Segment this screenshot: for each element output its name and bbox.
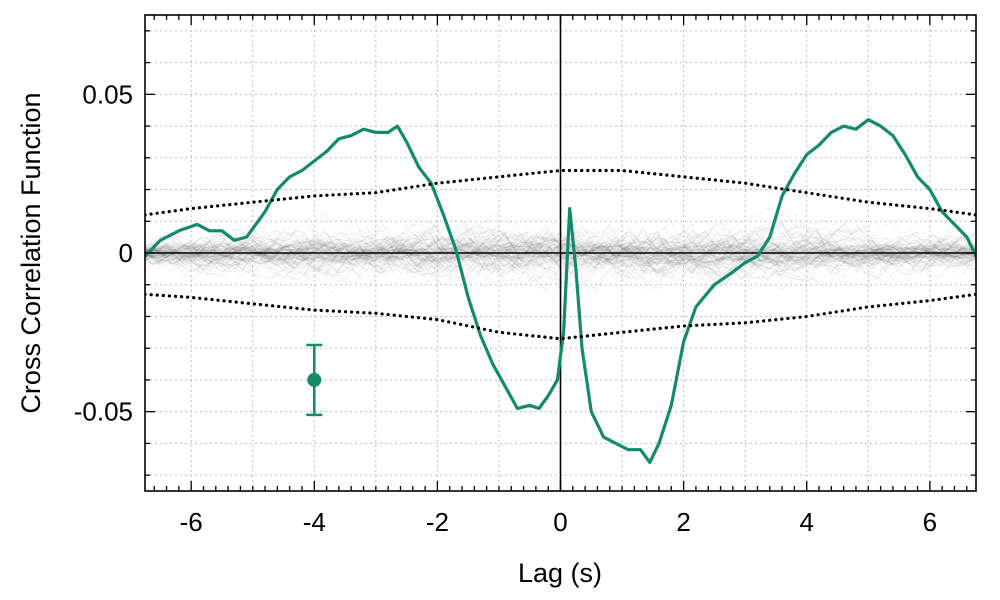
y-axis-label: Cross Correlation Function bbox=[16, 92, 46, 413]
x-tick-label: 2 bbox=[676, 507, 690, 537]
x-tick-label: 0 bbox=[553, 507, 567, 537]
x-tick-label: 6 bbox=[923, 507, 937, 537]
y-tick-label: -0.05 bbox=[74, 397, 133, 427]
y-tick-label: 0.05 bbox=[82, 79, 133, 109]
tick-labels: -6 -4 -2 0 2 4 6 -0.05 0 0.05 bbox=[74, 79, 937, 537]
x-tick-label: -4 bbox=[303, 507, 326, 537]
x-tick-label: 4 bbox=[799, 507, 813, 537]
upper-confidence-line bbox=[145, 168, 976, 217]
y-tick-label: 0 bbox=[119, 238, 133, 268]
error-bar bbox=[306, 343, 323, 417]
ccf-series-line bbox=[145, 118, 976, 464]
x-tick-label: -2 bbox=[426, 507, 449, 537]
zero-reference-lines bbox=[145, 15, 976, 491]
x-axis-label: Lag (s) bbox=[518, 558, 602, 588]
error-bar-point bbox=[307, 372, 322, 387]
axis-ticks bbox=[145, 15, 976, 491]
series-lines bbox=[145, 118, 976, 464]
x-tick-label: -6 bbox=[180, 507, 203, 537]
lower-confidence-line bbox=[145, 292, 976, 341]
